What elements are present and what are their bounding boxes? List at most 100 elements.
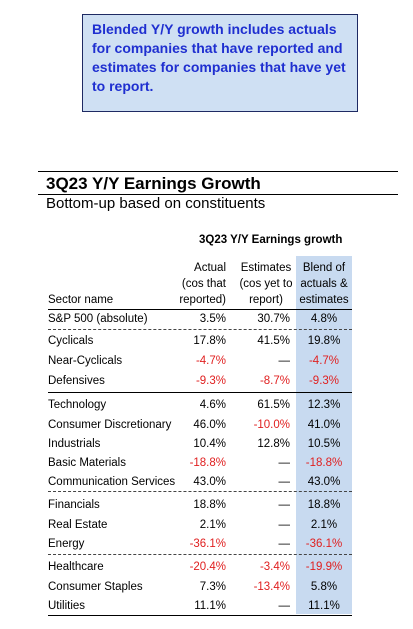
blend-value: 12.3%: [307, 399, 341, 411]
blend-value: -18.8%: [305, 457, 343, 469]
header-actual-line1: Actual: [194, 262, 226, 274]
actual-value: 4.6%: [199, 399, 226, 411]
table-row: Utilities 11.1% — 11.1%: [48, 597, 352, 615]
table-title: 3Q23 Y/Y Earnings growth: [199, 234, 343, 246]
table-row: Industrials 10.4% 12.8% 10.5%: [48, 435, 352, 453]
estimate-value: -8.7%: [259, 375, 290, 387]
actual-value: -36.1%: [189, 538, 226, 550]
sector-name: Technology: [48, 399, 107, 411]
estimate-value: -3.4%: [259, 561, 290, 573]
sector-name: Near-Cyclicals: [48, 355, 123, 367]
actual-value: -20.4%: [189, 561, 226, 573]
page-subtitle: Bottom-up based on constituents: [46, 195, 266, 212]
header-blend-line1: Blend of: [302, 262, 346, 274]
estimate-value: —: [278, 476, 291, 488]
sector-name: Basic Materials: [48, 457, 126, 469]
estimate-value: —: [278, 519, 291, 531]
header-estimates-line3: report): [249, 294, 283, 306]
header-estimates-line2: (cos yet to: [239, 278, 293, 290]
table-row: Cyclicals 17.8% 41.5% 19.8%: [48, 332, 352, 350]
actual-value: -9.3%: [195, 375, 226, 387]
group-separator: [48, 392, 352, 393]
table-row: Communication Services 43.0% — 43.0%: [48, 473, 352, 491]
sector-name: Financials: [48, 499, 100, 511]
blend-value: 2.1%: [310, 519, 338, 531]
sector-name: S&P 500 (absolute): [48, 313, 148, 325]
table-row: Defensives -9.3% -8.7% -9.3%: [48, 372, 352, 390]
table-row: Basic Materials -18.8% — -18.8%: [48, 454, 352, 472]
table-row: Real Estate 2.1% — 2.1%: [48, 516, 352, 534]
estimate-value: —: [278, 600, 291, 612]
table-row: Consumer Staples 7.3% -13.4% 5.8%: [48, 578, 352, 596]
estimate-value: 61.5%: [257, 399, 290, 411]
actual-value: 3.5%: [199, 313, 226, 325]
estimate-value: —: [278, 457, 291, 469]
actual-value: 7.3%: [199, 581, 226, 593]
actual-value: 43.0%: [193, 476, 226, 488]
sector-name: Healthcare: [48, 561, 104, 573]
group-separator: [48, 491, 352, 492]
actual-value: 46.0%: [193, 419, 226, 431]
table-row: S&P 500 (absolute) 3.5% 30.7% 4.8%: [48, 310, 352, 328]
estimate-value: 30.7%: [257, 313, 290, 325]
title-bottom-rule: [38, 194, 398, 195]
estimate-value: -13.4%: [253, 581, 290, 593]
blend-value: -9.3%: [308, 375, 340, 387]
header-blend: Blend of actuals & estimates: [296, 260, 352, 308]
group-separator: [48, 615, 352, 616]
estimate-value: 41.5%: [257, 335, 290, 347]
title-top-rule: [38, 171, 398, 172]
estimate-value: —: [278, 538, 291, 550]
blend-value: 18.8%: [307, 499, 341, 511]
actual-value: 10.4%: [193, 438, 226, 450]
sector-name: Consumer Staples: [48, 581, 143, 593]
blend-value: 41.0%: [307, 419, 341, 431]
actual-value: 2.1%: [199, 519, 226, 531]
table-row: Near-Cyclicals -4.7% — -4.7%: [48, 352, 352, 370]
table-row: Consumer Discretionary 46.0% -10.0% 41.0%: [48, 416, 352, 434]
sector-name: Defensives: [48, 375, 105, 387]
blend-value: -4.7%: [308, 355, 340, 367]
blend-value: 10.5%: [307, 438, 341, 450]
blend-value: 19.8%: [307, 335, 341, 347]
table-row: Energy -36.1% — -36.1%: [48, 535, 352, 553]
sector-name: Industrials: [48, 438, 101, 450]
group-separator: [48, 554, 352, 555]
blend-value: 5.8%: [310, 581, 338, 593]
estimate-value: -10.0%: [253, 419, 290, 431]
page-title: 3Q23 Y/Y Earnings Growth: [46, 174, 261, 193]
header-blend-line2: actuals &: [300, 278, 348, 290]
blend-value: -36.1%: [305, 538, 343, 550]
blend-value: 4.8%: [310, 313, 338, 325]
group-separator: [48, 329, 352, 330]
actual-value: 11.1%: [194, 600, 226, 612]
actual-value: 18.8%: [193, 499, 226, 511]
sector-name: Utilities: [48, 600, 86, 612]
actual-value: 17.8%: [193, 335, 226, 347]
blend-value: -19.9%: [305, 561, 343, 573]
header-estimates: Estimates (cos yet to report): [236, 260, 296, 308]
estimate-value: 12.8%: [257, 438, 290, 450]
header-blend-line3: estimates: [299, 294, 349, 306]
header-sector: Sector name: [48, 294, 114, 306]
sector-name: Cyclicals: [48, 335, 94, 347]
estimate-value: —: [278, 355, 291, 367]
sector-name: Energy: [48, 538, 85, 550]
sector-name: Communication Services: [48, 476, 176, 488]
table-row: Technology 4.6% 61.5% 12.3%: [48, 396, 352, 414]
table-row: Healthcare -20.4% -3.4% -19.9%: [48, 558, 352, 576]
actual-value: -4.7%: [195, 355, 226, 367]
estimate-value: —: [278, 499, 291, 511]
sector-name: Real Estate: [48, 519, 108, 531]
header-actual-line3: reported): [179, 294, 226, 306]
callout-note: Blended Y/Y growth includes actuals for …: [82, 14, 358, 112]
header-estimates-line1: Estimates: [240, 262, 292, 274]
sector-name: Consumer Discretionary: [48, 419, 172, 431]
header-actual: Actual (cos that reported): [178, 260, 226, 308]
header-rule: [48, 309, 352, 310]
header-actual-line2: (cos that: [181, 278, 226, 290]
blend-value: 43.0%: [307, 476, 341, 488]
blend-value: 11.1%: [308, 600, 340, 612]
actual-value: -18.8%: [189, 457, 226, 469]
table-row: Financials 18.8% — 18.8%: [48, 496, 352, 514]
